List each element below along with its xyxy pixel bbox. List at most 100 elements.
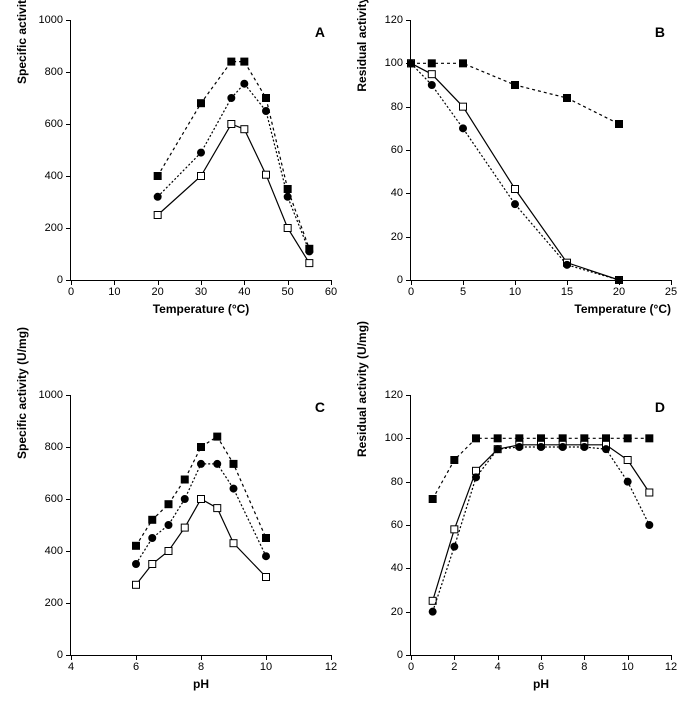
x-tick-label: 6 [133, 661, 139, 673]
series-line-filled-square [411, 63, 619, 124]
x-tick [463, 280, 464, 285]
marker-filled-square [133, 542, 140, 549]
y-tick-label: 400 [45, 545, 63, 557]
marker-open-square [263, 574, 270, 581]
x-tick-label: 5 [460, 286, 466, 298]
y-tick-label: 60 [391, 519, 403, 531]
y-tick-label: 600 [45, 118, 63, 130]
marker-filled-square [263, 95, 270, 102]
marker-filled-square [603, 435, 610, 442]
marker-filled-square [181, 476, 188, 483]
series-line-filled-circle [411, 63, 619, 280]
series-layer [71, 395, 331, 655]
y-tick-label: 100 [385, 57, 403, 69]
marker-open-square [165, 548, 172, 555]
marker-filled-circle [284, 193, 291, 200]
marker-filled-square [581, 435, 588, 442]
marker-filled-square [646, 435, 653, 442]
marker-filled-circle [646, 522, 653, 529]
marker-filled-circle [564, 261, 571, 268]
y-tick-label: 0 [397, 274, 403, 286]
marker-filled-circle [198, 460, 205, 467]
x-tick-label: 12 [325, 661, 337, 673]
marker-filled-square [198, 444, 205, 451]
plot-area: C468101202004006008001000pHSpecific acti… [70, 395, 331, 656]
marker-open-square [149, 561, 156, 568]
y-tick-label: 800 [45, 66, 63, 78]
x-tick-label: 30 [195, 286, 207, 298]
marker-open-square [646, 489, 653, 496]
marker-filled-circle [408, 60, 415, 67]
marker-filled-circle [516, 444, 523, 451]
x-tick-label: 0 [408, 286, 414, 298]
x-tick [331, 655, 332, 660]
x-tick [136, 655, 137, 660]
x-axis-label: Temperature (°C) [574, 302, 671, 316]
marker-open-square [181, 524, 188, 531]
x-tick [628, 655, 629, 660]
marker-filled-square [512, 82, 519, 89]
marker-filled-square [230, 460, 237, 467]
y-tick-label: 0 [57, 274, 63, 286]
x-tick [288, 280, 289, 285]
marker-filled-square [428, 60, 435, 67]
marker-open-square [214, 505, 221, 512]
y-tick-label: 400 [45, 170, 63, 182]
x-tick-label: 20 [152, 286, 164, 298]
marker-filled-square [616, 121, 623, 128]
x-tick-label: 60 [325, 286, 337, 298]
panel-A: A010203040506002004006008001000Temperatu… [70, 20, 330, 280]
x-tick [114, 280, 115, 285]
marker-filled-circle [165, 522, 172, 529]
series-line-filled-circle [433, 447, 650, 612]
marker-filled-square [624, 435, 631, 442]
series-layer [411, 20, 671, 280]
marker-filled-circle [473, 474, 480, 481]
marker-filled-square [538, 435, 545, 442]
marker-open-square [306, 260, 313, 267]
marker-filled-square [559, 435, 566, 442]
marker-filled-square [451, 457, 458, 464]
series-line-filled-square [158, 62, 310, 249]
y-tick-label: 20 [391, 231, 403, 243]
marker-open-square [228, 121, 235, 128]
y-tick-label: 80 [391, 476, 403, 488]
marker-filled-square [429, 496, 436, 503]
y-tick-label: 1000 [39, 389, 63, 401]
marker-filled-square [165, 501, 172, 508]
marker-filled-circle [133, 561, 140, 568]
x-tick [454, 655, 455, 660]
x-tick-label: 10 [509, 286, 521, 298]
marker-open-square [241, 126, 248, 133]
x-tick-label: 10 [108, 286, 120, 298]
marker-filled-circle [228, 95, 235, 102]
y-tick-label: 20 [391, 606, 403, 618]
y-tick-label: 0 [397, 649, 403, 661]
marker-filled-circle [538, 444, 545, 451]
y-tick-label: 800 [45, 441, 63, 453]
y-tick-label: 200 [45, 222, 63, 234]
x-tick [541, 655, 542, 660]
marker-open-square [263, 171, 270, 178]
y-tick-label: 40 [391, 187, 403, 199]
series-line-open-square [411, 63, 619, 280]
marker-filled-circle [263, 108, 270, 115]
y-tick [66, 655, 71, 656]
x-tick [411, 280, 412, 285]
x-tick [671, 655, 672, 660]
marker-filled-circle [451, 543, 458, 550]
panel-C: C468101202004006008001000pHSpecific acti… [70, 395, 330, 655]
x-tick [584, 655, 585, 660]
marker-filled-square [198, 100, 205, 107]
x-tick-label: 20 [613, 286, 625, 298]
x-tick-label: 15 [561, 286, 573, 298]
panel-B: B0510152025020406080100120Temperature (°… [410, 20, 670, 280]
x-tick-label: 4 [68, 661, 74, 673]
marker-filled-circle [198, 149, 205, 156]
marker-open-square [512, 186, 519, 193]
marker-open-square [460, 103, 467, 110]
marker-filled-circle [460, 125, 467, 132]
y-axis-label: Residual activity (%) [355, 0, 369, 92]
x-tick-label: 10 [260, 661, 272, 673]
marker-filled-circle [494, 446, 501, 453]
